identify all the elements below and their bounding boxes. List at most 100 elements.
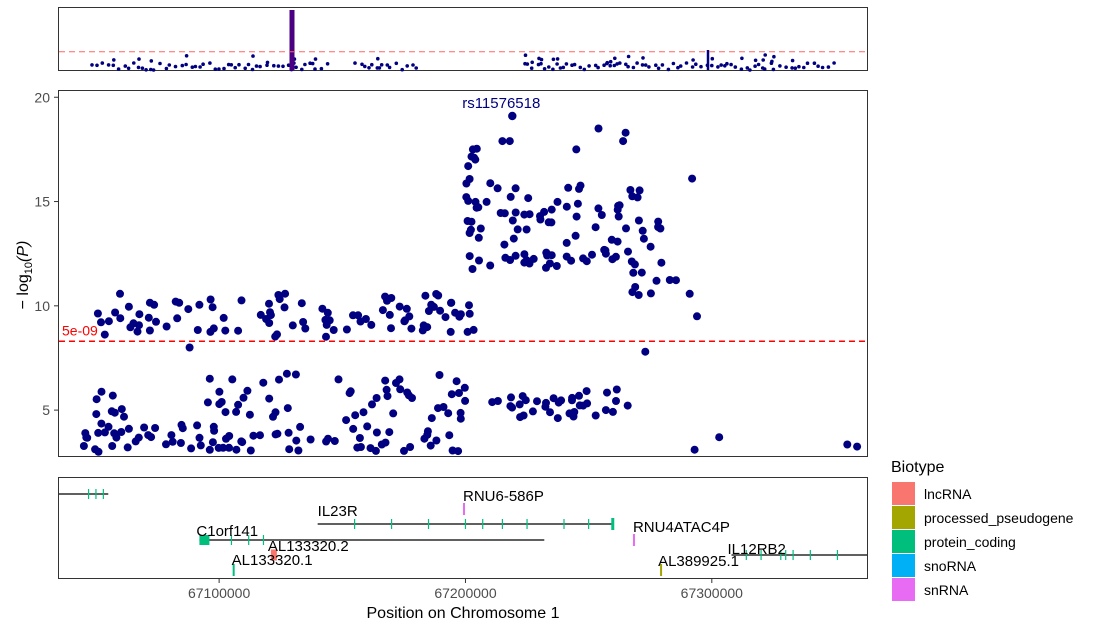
- snp-point: [232, 407, 241, 416]
- overview-point: [660, 63, 665, 67]
- snp-point: [465, 309, 474, 318]
- snp-point: [245, 410, 254, 419]
- snp-point: [619, 137, 628, 146]
- snp-point: [614, 201, 623, 210]
- overview-point: [313, 57, 318, 61]
- overview-point: [812, 61, 817, 65]
- overview-point: [684, 61, 689, 65]
- overview-point: [394, 61, 399, 66]
- overview-point: [748, 68, 752, 72]
- snp-point: [329, 326, 338, 334]
- snp-point: [685, 289, 694, 298]
- snp-point: [221, 326, 230, 335]
- snp-point: [292, 436, 301, 445]
- overview-point: [208, 61, 212, 65]
- overview-point: [740, 56, 744, 61]
- overview-point: [149, 67, 153, 72]
- snp-point: [501, 253, 510, 262]
- snp-point: [432, 436, 441, 445]
- overview-point: [411, 63, 415, 67]
- snp-point: [275, 295, 284, 304]
- overview-lead-stack: [289, 25, 295, 28]
- snp-point: [591, 411, 600, 420]
- snp-point: [405, 312, 414, 321]
- snp-point: [246, 446, 255, 455]
- snp-point: [133, 327, 142, 336]
- snp-point: [383, 392, 392, 401]
- snp-point: [520, 250, 529, 259]
- overview-lead-stack: [289, 24, 295, 26]
- snp-point: [210, 426, 219, 435]
- overview-point: [671, 61, 676, 66]
- overview-point: [132, 61, 136, 65]
- snp-point: [612, 385, 621, 394]
- snp-point: [628, 288, 637, 297]
- snp-point: [173, 314, 182, 323]
- snp-point: [120, 412, 128, 421]
- lead-snp-point: [508, 111, 517, 121]
- snp-point: [392, 379, 400, 387]
- gene-panel: [58, 477, 868, 579]
- snp-point: [639, 234, 648, 243]
- snp-point: [464, 162, 473, 171]
- overview-point: [387, 65, 392, 70]
- overview-point: [643, 63, 648, 67]
- snp-point: [325, 316, 334, 325]
- snp-point: [265, 299, 273, 308]
- gene-track: RNU6-586P IL23R RNU4ATAC4P C1orf141 AL133320…: [59, 488, 867, 576]
- snp-point: [387, 324, 395, 333]
- snp-point: [468, 265, 477, 273]
- snp-point: [524, 194, 533, 203]
- snp-point: [322, 332, 330, 341]
- snp-point: [208, 303, 217, 312]
- overview-point: [100, 61, 105, 65]
- overview-point: [400, 67, 405, 72]
- snp-point: [547, 205, 556, 214]
- snp-point: [447, 390, 456, 399]
- overview-point: [772, 54, 776, 59]
- snp-point: [439, 403, 448, 411]
- snp-point: [594, 124, 603, 133]
- overview-point: [631, 65, 636, 70]
- snp-point: [232, 445, 241, 454]
- snp-point: [511, 208, 520, 217]
- snp-point: [454, 447, 463, 456]
- y-tick-label: 15: [34, 194, 50, 210]
- snp-point: [176, 439, 185, 447]
- overview-lead-stack: [289, 54, 295, 56]
- snp-point: [603, 388, 611, 397]
- snp-point: [301, 324, 310, 333]
- snp-point: [621, 128, 630, 137]
- snp-point: [368, 400, 376, 409]
- overview-point: [613, 56, 617, 61]
- snp-point: [456, 414, 465, 423]
- overview-point: [272, 63, 276, 68]
- y-tick-label: 5: [42, 402, 50, 418]
- gene-block: [232, 564, 235, 576]
- snp-point: [568, 393, 577, 402]
- snp-point: [228, 375, 237, 384]
- snp-point: [715, 433, 724, 442]
- legend-swatch: [892, 506, 915, 529]
- snp-point: [608, 255, 617, 264]
- snp-point: [446, 327, 455, 336]
- snp-point: [628, 192, 637, 201]
- overview-point: [797, 64, 801, 69]
- overview-point: [753, 64, 757, 68]
- snp-point: [582, 387, 591, 396]
- overview-point: [173, 64, 178, 69]
- overview-lead-stack: [289, 49, 295, 52]
- overview-lead-stack: [289, 58, 295, 60]
- snp-point: [573, 199, 582, 208]
- overview-point: [300, 67, 304, 72]
- overview-point: [377, 66, 382, 70]
- overview-points: [59, 10, 867, 72]
- overview-point: [694, 62, 698, 66]
- overview-point: [551, 67, 555, 72]
- snp-point: [93, 309, 102, 318]
- snp-point: [112, 433, 121, 442]
- snp-point: [259, 378, 268, 387]
- snp-point: [407, 324, 416, 333]
- snp-point: [193, 326, 202, 334]
- overview-point: [226, 62, 231, 67]
